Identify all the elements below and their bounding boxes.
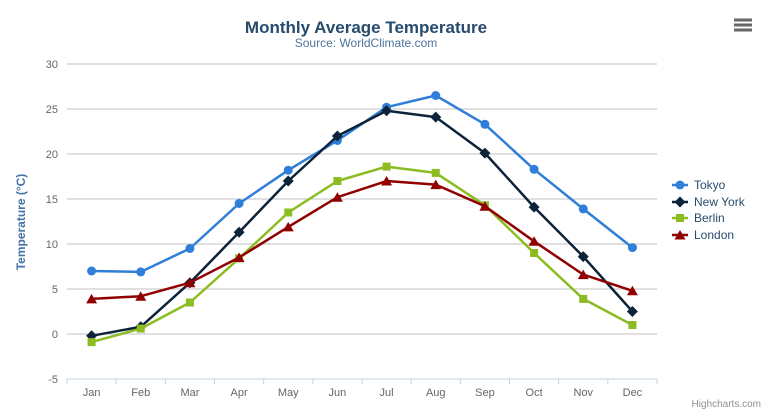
- legend-label-berlin[interactable]: Berlin: [694, 211, 725, 225]
- data-point-berlin-jun[interactable]: [333, 177, 342, 185]
- data-point-new-york-apr[interactable]: [233, 226, 245, 238]
- data-point-berlin-jul[interactable]: [382, 162, 391, 171]
- x-axis-label: Feb: [131, 387, 150, 399]
- data-point-berlin-aug[interactable]: [431, 168, 440, 177]
- series-line-london[interactable]: [90, 179, 634, 301]
- data-point-london-jun[interactable]: [331, 192, 343, 202]
- chart-title: Monthly Average Temperature: [245, 18, 487, 37]
- data-point-new-york-oct[interactable]: [528, 201, 540, 213]
- data-point-new-york-jul[interactable]: [381, 105, 393, 117]
- data-point-tokyo-may[interactable]: [283, 165, 293, 175]
- data-point-london-jan[interactable]: [86, 293, 98, 304]
- x-axis-label: Dec: [623, 387, 643, 399]
- data-point-new-york-sep[interactable]: [479, 147, 491, 159]
- data-point-berlin-jan[interactable]: [87, 338, 96, 347]
- x-axis-label: Oct: [526, 387, 543, 399]
- data-point-london-mar[interactable]: [184, 277, 196, 288]
- data-point-london-dec[interactable]: [626, 285, 638, 296]
- series-line-tokyo[interactable]: [90, 94, 634, 274]
- data-point-berlin-dec[interactable]: [628, 321, 637, 329]
- data-point-new-york-nov[interactable]: [577, 251, 589, 263]
- series-line-berlin[interactable]: [90, 165, 634, 344]
- data-point-tokyo-dec[interactable]: [627, 243, 637, 253]
- data-point-london-may[interactable]: [282, 221, 294, 232]
- data-point-berlin-feb[interactable]: [136, 324, 145, 333]
- data-point-new-york-jun[interactable]: [331, 130, 343, 142]
- x-axis-label: Jul: [380, 387, 394, 399]
- y-axis-label: 20: [46, 149, 58, 161]
- legend-diamond-icon: [674, 196, 686, 208]
- data-point-berlin-nov[interactable]: [579, 294, 588, 303]
- y-axis-label: 15: [46, 194, 58, 206]
- chart-subtitle: Source: WorldClimate.com: [295, 36, 438, 50]
- legend-square-icon: [676, 214, 684, 222]
- data-point-tokyo-sep[interactable]: [480, 119, 490, 129]
- y-axis-label: 5: [52, 284, 58, 296]
- data-point-berlin-may[interactable]: [284, 208, 293, 217]
- data-point-london-jul[interactable]: [381, 176, 393, 186]
- data-point-tokyo-mar[interactable]: [185, 244, 195, 253]
- series-new-york[interactable]: [86, 105, 638, 342]
- legend-item-tokyo[interactable]: Tokyo: [672, 178, 726, 192]
- y-axis-label: 10: [46, 239, 58, 251]
- legend-item-london[interactable]: London: [672, 228, 734, 242]
- data-point-new-york-aug[interactable]: [430, 111, 442, 123]
- legend-label-london[interactable]: London: [694, 228, 734, 242]
- series-line-new-york[interactable]: [90, 109, 634, 338]
- data-point-tokyo-nov[interactable]: [578, 204, 588, 214]
- hamburger-menu-icon: [734, 18, 752, 32]
- y-axis-label: 25: [46, 104, 58, 116]
- data-point-london-nov[interactable]: [577, 269, 589, 280]
- y-axis-label: 0: [52, 329, 58, 341]
- data-point-tokyo-oct[interactable]: [529, 164, 539, 174]
- legend-triangle-icon: [674, 230, 686, 240]
- x-axis-label: Mar: [180, 387, 199, 399]
- hamburger-bar: [734, 18, 752, 22]
- data-point-tokyo-jan[interactable]: [87, 266, 97, 276]
- context-menu-button[interactable]: [729, 13, 757, 37]
- series-london[interactable]: [86, 176, 638, 304]
- y-axis-label: -5: [48, 374, 58, 386]
- x-axis-label: May: [278, 387, 299, 399]
- data-point-berlin-mar[interactable]: [185, 298, 194, 307]
- legend-label-new-york[interactable]: New York: [694, 195, 746, 209]
- series-tokyo[interactable]: [87, 91, 637, 277]
- legend-label-tokyo[interactable]: Tokyo: [694, 178, 726, 192]
- data-point-new-york-may[interactable]: [282, 175, 294, 187]
- plot-area: -5 0 5 10 15 20 25 30 Jan Feb Mar Apr May Jun Jul Aug Se…: [46, 59, 658, 399]
- y-axis-title: Temperature (°C): [14, 174, 28, 271]
- data-point-tokyo-apr[interactable]: [234, 199, 244, 208]
- x-axis-label: Aug: [426, 387, 446, 399]
- data-point-berlin-oct[interactable]: [530, 249, 539, 257]
- credits-link[interactable]: Highcharts.com: [692, 399, 761, 410]
- legend: Tokyo New York Berlin London: [672, 178, 746, 242]
- data-point-london-aug[interactable]: [430, 179, 442, 190]
- x-axis-label: Jun: [329, 387, 347, 399]
- hamburger-bar: [734, 23, 752, 27]
- x-axis-label: Jan: [83, 387, 101, 399]
- legend-item-berlin[interactable]: Berlin: [672, 211, 725, 225]
- data-point-london-sep[interactable]: [479, 201, 491, 211]
- data-point-new-york-dec[interactable]: [626, 306, 638, 317]
- x-axis-label: Nov: [573, 387, 593, 399]
- legend-circle-icon: [675, 180, 685, 190]
- data-point-tokyo-feb[interactable]: [136, 267, 146, 277]
- x-axis-label: Sep: [475, 387, 495, 399]
- data-point-london-feb[interactable]: [135, 291, 147, 301]
- x-axis-label: Apr: [231, 387, 248, 399]
- hamburger-bar: [734, 28, 752, 32]
- data-point-london-apr[interactable]: [233, 252, 245, 263]
- y-axis-label: 30: [46, 59, 58, 71]
- data-point-london-oct[interactable]: [528, 236, 540, 246]
- legend-item-new-york[interactable]: New York: [672, 195, 746, 209]
- data-point-tokyo-aug[interactable]: [431, 91, 441, 100]
